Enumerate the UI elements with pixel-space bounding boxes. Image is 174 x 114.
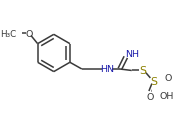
Text: O: O [147, 92, 154, 101]
Text: OH: OH [160, 92, 174, 100]
Text: H₃C: H₃C [0, 29, 16, 38]
Text: HN: HN [100, 64, 114, 73]
Text: NH: NH [125, 49, 139, 58]
Text: S: S [139, 66, 146, 76]
Text: O: O [26, 29, 33, 38]
Text: S: S [151, 76, 158, 86]
Text: O: O [165, 74, 172, 83]
